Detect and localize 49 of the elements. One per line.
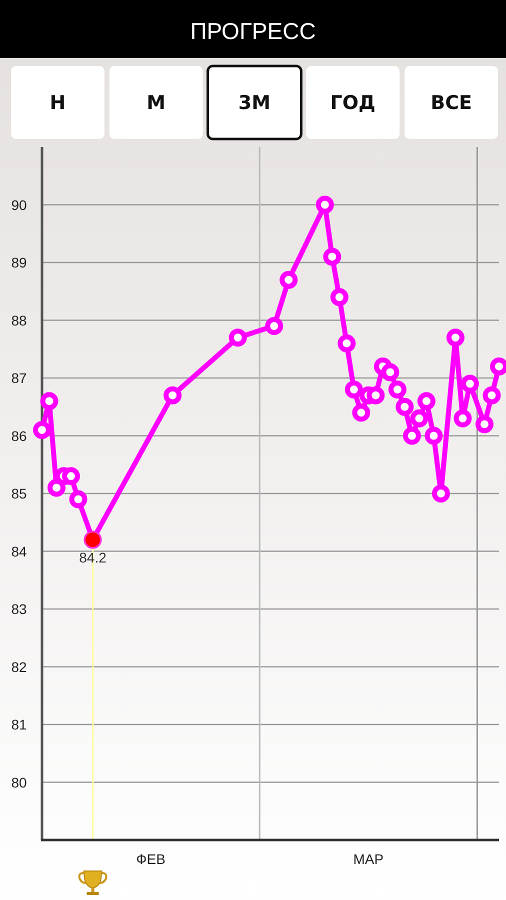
y-tick-label: 81 — [11, 716, 27, 732]
point — [330, 288, 348, 306]
point — [402, 426, 421, 445]
y-tick-label: 84 — [11, 543, 27, 560]
y-tick-label: 80 — [11, 774, 27, 790]
point — [265, 317, 284, 336]
point — [424, 426, 443, 445]
point — [48, 478, 66, 497]
point — [460, 374, 479, 393]
point — [410, 409, 428, 428]
point — [62, 467, 80, 486]
point — [482, 386, 501, 404]
data-label: 84.2 — [79, 550, 107, 566]
chart-title: ПРОГРЕСС — [190, 18, 316, 44]
y-tick-label: 82 — [11, 658, 27, 675]
y-tick-label: 86 — [11, 428, 27, 444]
point — [280, 270, 298, 289]
range-button: ГОД — [306, 66, 400, 139]
point — [323, 248, 342, 266]
point — [381, 363, 400, 382]
point — [69, 490, 88, 508]
x-tick-label: МАР — [353, 851, 384, 867]
point — [446, 328, 464, 347]
y-tick-label: 87 — [11, 370, 27, 386]
point — [432, 484, 450, 502]
y-tick-label: 85 — [11, 486, 27, 502]
y-tick-label: 89 — [11, 254, 27, 270]
y-tick-label: 83 — [11, 601, 27, 617]
point — [164, 386, 182, 404]
point — [396, 398, 414, 416]
point — [417, 392, 436, 410]
point — [40, 392, 58, 410]
point — [228, 328, 247, 347]
point — [338, 334, 356, 352]
point — [344, 380, 363, 399]
point — [475, 415, 494, 434]
y-tick-label: 88 — [11, 312, 27, 328]
range-button: ВСЕ — [404, 66, 498, 139]
point — [366, 386, 385, 404]
range-button: 3М — [206, 64, 302, 140]
point — [454, 409, 472, 428]
range-button: М — [109, 66, 203, 139]
x-tick-label: ФЕВ — [136, 851, 166, 867]
point — [33, 420, 51, 439]
point — [352, 404, 370, 422]
point — [388, 380, 406, 399]
range-button: Н — [11, 66, 104, 139]
y-tick-label: 90 — [11, 196, 27, 213]
point — [316, 196, 334, 214]
